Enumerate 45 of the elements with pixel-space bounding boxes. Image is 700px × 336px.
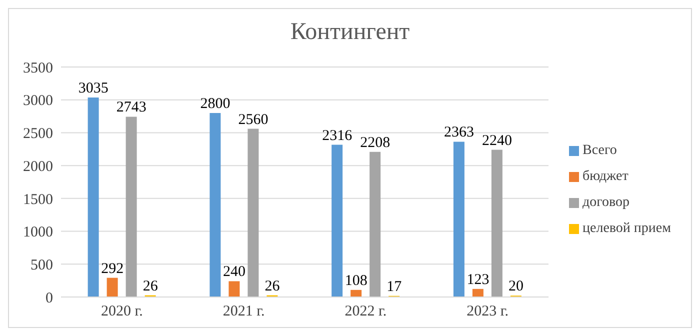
data-label: 2743 xyxy=(116,100,146,116)
y-tick-label: 3000 xyxy=(23,93,53,110)
bar xyxy=(350,290,362,297)
data-label: 123 xyxy=(466,272,490,288)
data-label: 2363 xyxy=(444,124,474,141)
data-label: 240 xyxy=(222,264,246,280)
data-label: 26 xyxy=(142,278,158,294)
bar xyxy=(453,142,464,297)
bar xyxy=(106,278,118,297)
legend-label: Всего xyxy=(582,143,617,158)
data-label: 20 xyxy=(508,278,524,295)
legend-label: договор xyxy=(582,195,630,210)
legend-label: бюджет xyxy=(582,169,628,184)
x-tick-label: 2021 г. xyxy=(222,304,265,320)
bar xyxy=(248,128,259,297)
y-tick-label: 0 xyxy=(46,290,53,306)
bar xyxy=(491,150,502,297)
data-label: 292 xyxy=(101,260,124,277)
chart-title: Контингент xyxy=(289,19,411,47)
bar xyxy=(370,152,381,297)
x-tick-label: 2023 г. xyxy=(466,304,509,320)
data-label: 2316 xyxy=(322,128,353,144)
y-tick-label: 1000 xyxy=(23,224,53,241)
y-tick-label: 2000 xyxy=(23,158,53,175)
bar xyxy=(332,144,343,297)
x-tick-label: 2022 г. xyxy=(344,304,387,320)
y-tick-label: 500 xyxy=(30,257,53,274)
data-label: 26 xyxy=(264,278,280,294)
data-label: 2240 xyxy=(482,132,512,149)
data-label: 2208 xyxy=(360,134,390,151)
bar xyxy=(472,288,484,297)
data-label: 2800 xyxy=(200,96,230,112)
data-label: 2560 xyxy=(238,112,268,128)
x-tick-label: 2020 г. xyxy=(100,304,143,320)
bar xyxy=(126,116,137,297)
legend-label: целевой прием xyxy=(582,221,671,236)
bar xyxy=(88,98,99,297)
bar xyxy=(228,281,240,297)
data-label: 17 xyxy=(386,278,402,295)
y-tick-label: 2500 xyxy=(23,126,53,142)
data-label: 3035 xyxy=(78,80,108,97)
y-tick-label: 3500 xyxy=(23,60,53,76)
bar xyxy=(210,113,221,297)
y-tick-label: 1500 xyxy=(23,192,53,208)
data-label: 108 xyxy=(344,272,368,289)
